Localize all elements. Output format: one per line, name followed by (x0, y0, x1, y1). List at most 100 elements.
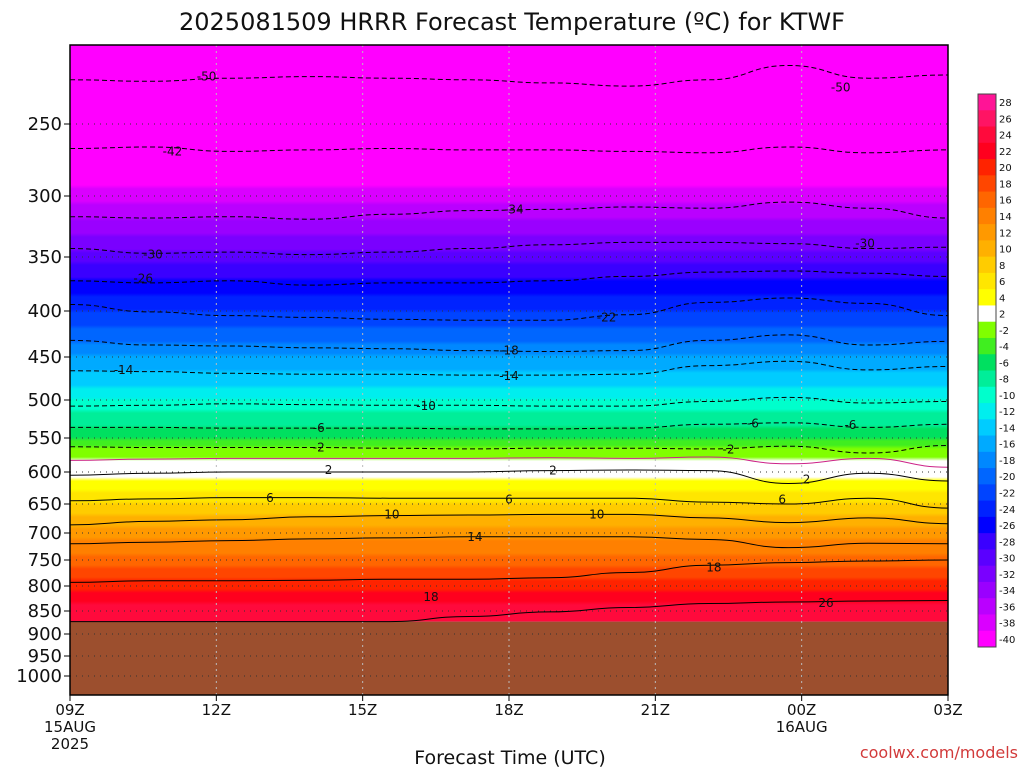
colorbar-label: 18 (999, 179, 1012, 190)
contour-line (69, 297, 949, 321)
colorbar-swatch (978, 516, 996, 534)
contour-line (69, 536, 949, 549)
y-tick-label: 400 (28, 301, 62, 322)
colorbar-swatch (978, 419, 996, 437)
contour-line (69, 146, 949, 154)
contour-line (69, 64, 949, 87)
x-tick-label: 21Z (641, 701, 670, 719)
contour-label: -34 (504, 202, 524, 216)
y-tick-label: 650 (28, 494, 62, 515)
colorbar-swatch (978, 256, 996, 274)
y-tick-label: 550 (28, 428, 62, 449)
contour-label: 6 (266, 491, 274, 505)
contour-label: 2 (325, 463, 333, 477)
colorbar-swatch (978, 142, 996, 160)
x-axis-title: Forecast Time (UTC) (414, 747, 605, 768)
colorbar-swatch (978, 175, 996, 193)
contour-line (69, 497, 949, 509)
colorbar-label: -12 (999, 407, 1015, 418)
colorbar-label: 26 (999, 114, 1012, 125)
colorbar-label: -10 (999, 391, 1015, 402)
colorbar-label: -24 (999, 505, 1015, 516)
colorbar-label: -16 (999, 440, 1015, 451)
colorbar-swatch (978, 614, 996, 632)
contour-label: -6 (747, 417, 759, 431)
colorbar-swatch (978, 403, 996, 420)
contour-line (69, 445, 949, 454)
colorbar-label: -32 (999, 570, 1015, 581)
colorbar-swatch (978, 224, 996, 241)
contour-line (69, 201, 949, 220)
colorbar-label: 20 (999, 163, 1012, 174)
contour-label: 18 (423, 590, 438, 604)
y-tick-label: 300 (28, 186, 62, 207)
colorbar-label: -8 (999, 375, 1009, 386)
x-tick-label: 18Z (494, 701, 523, 719)
y-tick-label: 900 (28, 624, 62, 645)
y-tick-label: 850 (28, 601, 62, 622)
colorbar-label: 8 (999, 261, 1005, 272)
contour-line (70, 422, 949, 430)
contour-line (69, 396, 949, 407)
x-tick-label: 09Z (55, 701, 84, 719)
colorbar-swatch (978, 289, 996, 306)
colorbar-swatch (978, 370, 996, 388)
colorbar-swatch (978, 630, 996, 648)
colorbar-label: -28 (999, 537, 1015, 548)
colorbar-label: 16 (999, 196, 1012, 207)
chart-title: 2025081509 HRRR Forecast Temperature (ºC… (179, 8, 845, 36)
contour-label: 6 (778, 493, 786, 507)
colorbar-label: 24 (999, 131, 1012, 142)
colorbar-swatch (978, 484, 996, 502)
y-tick-label: 800 (28, 576, 62, 597)
colorbar-swatch (978, 207, 996, 225)
contour-line (69, 559, 949, 583)
contour-line (69, 456, 949, 468)
contour-label: 10 (384, 507, 399, 521)
colorbar-label: 28 (999, 98, 1012, 109)
colorbar-swatch (978, 272, 996, 290)
colorbar-label: -20 (999, 472, 1015, 483)
x-tick-label: 15AUG (44, 718, 96, 736)
colorbar-swatch (978, 598, 996, 615)
colorbar-label: 4 (999, 293, 1005, 304)
y-tick-label: 600 (28, 462, 62, 483)
colorbar-swatch (978, 159, 996, 176)
contour-line (70, 600, 949, 623)
y-tick-label: 1000 (16, 666, 62, 687)
contour-label: 2 (549, 464, 557, 478)
contour-label: -30 (855, 237, 875, 251)
colorbar-swatch (978, 305, 996, 323)
contour-label: -6 (313, 421, 325, 435)
colorbar-swatch (978, 533, 996, 550)
colorbar-swatch (978, 240, 996, 258)
contour-label: -2 (313, 441, 325, 455)
contour-label: 2 (803, 473, 811, 487)
colorbar-swatch (978, 581, 996, 599)
colorbar-swatch (978, 500, 996, 518)
contour-label: -30 (143, 248, 163, 262)
colorbar-swatch (978, 451, 996, 469)
x-tick-label: 16AUG (776, 718, 828, 736)
colorbar-label: -14 (999, 423, 1015, 434)
contour-label: -26 (133, 272, 153, 286)
colorbar-swatch (978, 321, 996, 339)
contour-line (69, 270, 949, 286)
colorbar-label: 14 (999, 212, 1012, 223)
colorbar-label: -36 (999, 602, 1015, 613)
contour-label: -14 (114, 363, 134, 377)
x-tick-label: 00Z (787, 701, 816, 719)
contour-label: 26 (818, 596, 833, 610)
y-tick-label: 700 (28, 523, 62, 544)
colorbar-swatch (978, 191, 996, 209)
contour-line (69, 241, 949, 256)
colorbar: 28 26 24 22 20 18 16 14 12 10 8 6 4 2 -2 -4 -6 -8 -10 -12 -1… (977, 93, 1015, 648)
colorbar-frame (977, 93, 997, 648)
colorbar-label: -34 (999, 586, 1015, 597)
contour-line (69, 360, 949, 376)
axes: 2503003504004505005506006507007508008509… (16, 44, 963, 753)
colorbar-swatch (978, 468, 996, 485)
colorbar-swatch (978, 354, 996, 371)
contour-label: 18 (706, 560, 721, 574)
